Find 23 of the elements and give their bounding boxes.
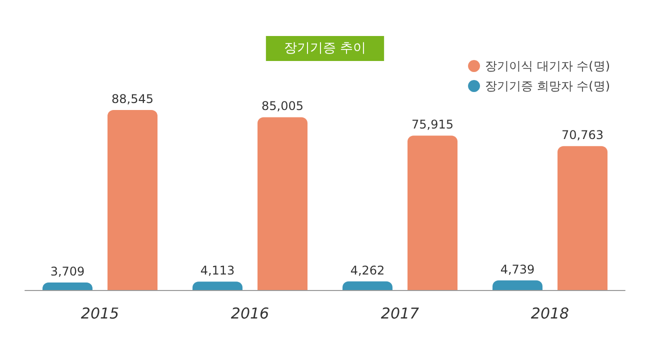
chart-title: 장기기증 추이 (284, 41, 366, 56)
legend-label: 장기기증 희망자 수(명) (485, 79, 610, 93)
data-label: 70,763 (562, 128, 604, 142)
x-tick-label: 2015 (80, 304, 120, 322)
x-tick-label: 2017 (380, 304, 420, 322)
legend-label: 장기이식 대기자 수(명) (485, 59, 610, 73)
bar (342, 281, 392, 290)
bar (192, 282, 242, 290)
data-label: 88,545 (112, 92, 154, 106)
bar (258, 117, 308, 290)
bar (42, 282, 92, 290)
bar (108, 110, 158, 290)
data-label: 85,005 (262, 99, 304, 114)
data-label: 3,709 (50, 264, 85, 278)
x-tick-label: 2018 (530, 304, 570, 322)
x-tick-label: 2016 (230, 304, 270, 322)
bar (408, 136, 458, 290)
data-label: 75,915 (412, 118, 454, 132)
bar (558, 146, 608, 290)
data-label: 4,739 (500, 262, 535, 276)
data-label: 4,113 (200, 264, 235, 278)
bar (492, 280, 542, 290)
data-label: 4,262 (350, 263, 385, 278)
